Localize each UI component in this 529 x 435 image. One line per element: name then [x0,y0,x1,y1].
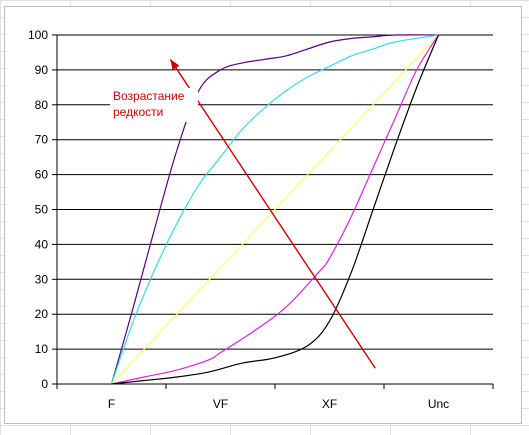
y-tick-label-90: 90 [35,63,49,77]
y-tick-label-50: 50 [35,203,49,217]
y-tick-label-80: 80 [35,98,49,112]
x-tick-label-vf: VF [213,397,228,411]
annotation-text-1: Возрастание [113,89,185,103]
annotation-text-2: редкости [113,105,163,119]
y-tick-label-0: 0 [41,377,48,391]
series-layer [110,34,440,385]
x-axis-ticks: F VF XF Unc [56,384,494,411]
series-line-5 [111,34,440,385]
y-tick-label-100: 100 [28,28,48,42]
series-line-2 [110,34,439,385]
y-tick-label-20: 20 [35,307,49,321]
annotation-arrow-line [169,59,376,369]
series-line-4 [111,34,440,385]
line-chart: 0 10 20 30 40 50 60 70 80 90 100 F VF XF Unc Возраста… [28,28,494,411]
chart-area[interactable]: 0 10 20 30 40 50 60 70 80 90 100 F VF XF Unc Возраста… [4,6,522,424]
y-tick-label-10: 10 [35,342,49,356]
annotation-label-bg [110,88,198,122]
y-tick-label-60: 60 [35,168,49,182]
y-tick-label-70: 70 [35,133,49,147]
y-tick-label-40: 40 [35,237,49,251]
x-tick-label-f: F [108,397,115,411]
gridlines [57,34,493,350]
series-line-3 [111,34,439,385]
x-tick-label-xf: XF [322,397,337,411]
x-tick-label-unc: Unc [428,397,449,411]
y-axis-ticks: 0 10 20 30 40 50 60 70 80 90 100 [28,28,57,391]
series-line-1 [110,34,439,385]
annotation: Возрастание редкости [110,59,376,369]
y-tick-label-30: 30 [35,272,49,286]
annotation-arrow-head [170,59,180,71]
